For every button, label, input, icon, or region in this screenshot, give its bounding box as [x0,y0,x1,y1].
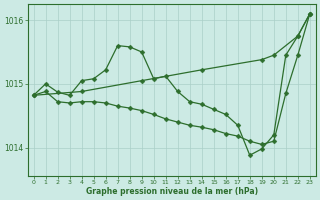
X-axis label: Graphe pression niveau de la mer (hPa): Graphe pression niveau de la mer (hPa) [86,187,258,196]
